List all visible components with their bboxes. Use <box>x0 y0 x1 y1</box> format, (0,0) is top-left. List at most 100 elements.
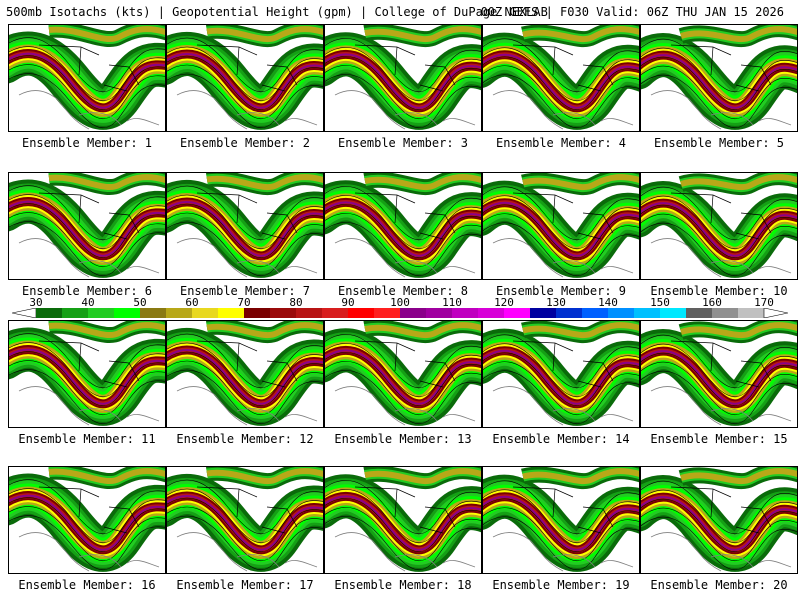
ensemble-member-panel: Ensemble Member: 13 <box>324 320 482 446</box>
isotach-map <box>166 24 324 132</box>
colorbar-swatch <box>478 308 505 318</box>
chart-header: 500mb Isotachs (kts) | Geopotential Heig… <box>0 0 800 22</box>
chart-title: 500mb Isotachs (kts) | Geopotential Heig… <box>6 5 548 19</box>
ensemble-member-panel: Ensemble Member: 19 <box>482 466 640 592</box>
ensemble-member-label: Ensemble Member: 3 <box>337 136 469 150</box>
ensemble-member-panel: Ensemble Member: 18 <box>324 466 482 592</box>
ensemble-member-label: Ensemble Member: 6 <box>21 284 153 298</box>
isotach-map <box>166 172 324 280</box>
colorbar-tick-label: 50 <box>133 296 147 309</box>
colorbar-swatch <box>192 308 219 318</box>
colorbar-swatch <box>62 308 89 318</box>
isotach-map <box>640 320 798 428</box>
isotach-map <box>640 24 798 132</box>
colorbar-swatch <box>426 308 453 318</box>
colorbar-swatch <box>244 308 271 318</box>
colorbar-tick-label: 80 <box>289 296 303 309</box>
colorbar-swatch <box>114 308 141 318</box>
colorbar-swatch <box>322 308 349 318</box>
isotach-map <box>482 466 640 574</box>
colorbar-tick-label: 140 <box>598 296 618 309</box>
isotach-map <box>166 466 324 574</box>
colorbar-swatch <box>556 308 583 318</box>
ensemble-member-panel: Ensemble Member: 12 <box>166 320 324 446</box>
ensemble-member-panel: Ensemble Member: 4 <box>482 24 640 150</box>
colorbar-tick-label: 110 <box>442 296 462 309</box>
colorbar-swatch <box>296 308 323 318</box>
colorbar-tick-label: 90 <box>341 296 355 309</box>
colorbar-swatch <box>88 308 115 318</box>
colorbar-tick-label: 70 <box>237 296 251 309</box>
colorbar-swatch <box>36 308 63 318</box>
isotach-map <box>324 320 482 428</box>
ensemble-member-panel: Ensemble Member: 9 <box>482 172 640 298</box>
colorbar-swatch <box>738 308 765 318</box>
colorbar-tick-label: 40 <box>81 296 95 309</box>
isotach-colorbar: 30 40 50 60 70 80 90 100 110 120 130 140 150 160 170 <box>12 296 788 318</box>
ensemble-member-panel: Ensemble Member: 11 <box>8 320 166 446</box>
colorbar-low-arrow <box>12 308 37 318</box>
colorbar-tick-label: 130 <box>546 296 566 309</box>
colorbar-tick-label: 120 <box>494 296 514 309</box>
colorbar-swatch <box>140 308 167 318</box>
ensemble-member-label: Ensemble Member: 10 <box>650 284 788 298</box>
ensemble-member-label: Ensemble Member: 18 <box>334 578 472 592</box>
ensemble-member-panel: Ensemble Member: 10 <box>640 172 798 298</box>
colorbar-swatch <box>712 308 739 318</box>
isotach-map <box>8 172 166 280</box>
colorbar-swatch <box>686 308 713 318</box>
ensemble-member-label: Ensemble Member: 11 <box>18 432 156 446</box>
colorbar-tick-label: 170 <box>754 296 774 309</box>
colorbar-tick-label: 60 <box>185 296 199 309</box>
colorbar-swatch <box>530 308 557 318</box>
ensemble-member-label: Ensemble Member: 19 <box>492 578 630 592</box>
colorbar-swatch <box>504 308 531 318</box>
colorbar-tick-label: 150 <box>650 296 670 309</box>
ensemble-member-panel: Ensemble Member: 1 <box>8 24 166 150</box>
isotach-map <box>8 320 166 428</box>
ensemble-member-panel: Ensemble Member: 8 <box>324 172 482 298</box>
ensemble-member-label: Ensemble Member: 20 <box>650 578 788 592</box>
isotach-map <box>166 320 324 428</box>
isotach-map <box>324 172 482 280</box>
colorbar-high-arrow <box>763 308 788 318</box>
colorbar-swatch <box>270 308 297 318</box>
ensemble-member-label: Ensemble Member: 9 <box>495 284 627 298</box>
isotach-map <box>8 466 166 574</box>
ensemble-member-panel: Ensemble Member: 16 <box>8 466 166 592</box>
ensemble-member-label: Ensemble Member: 13 <box>334 432 472 446</box>
colorbar-swatch <box>374 308 401 318</box>
colorbar-swatch <box>348 308 375 318</box>
isotach-map <box>482 24 640 132</box>
ensemble-member-panel: Ensemble Member: 2 <box>166 24 324 150</box>
ensemble-member-label: Ensemble Member: 12 <box>176 432 314 446</box>
ensemble-member-panel: Ensemble Member: 15 <box>640 320 798 446</box>
model-run-info: 00Z GEFS | F030 Valid: 06Z THU JAN 15 20… <box>480 5 784 19</box>
ensemble-member-panel: Ensemble Member: 6 <box>8 172 166 298</box>
colorbar-tick-labels: 30 40 50 60 70 80 90 100 110 120 130 140 150 160 170 <box>12 296 788 309</box>
ensemble-member-panel: Ensemble Member: 5 <box>640 24 798 150</box>
colorbar-swatch <box>582 308 609 318</box>
colorbar-tick-label: 30 <box>29 296 43 309</box>
isotach-map <box>482 320 640 428</box>
ensemble-member-panel: Ensemble Member: 14 <box>482 320 640 446</box>
ensemble-member-label: Ensemble Member: 1 <box>21 136 153 150</box>
isotach-map <box>640 466 798 574</box>
ensemble-member-label: Ensemble Member: 8 <box>337 284 469 298</box>
ensemble-member-label: Ensemble Member: 16 <box>18 578 156 592</box>
ensemble-member-label: Ensemble Member: 17 <box>176 578 314 592</box>
isotach-map <box>640 172 798 280</box>
ensemble-member-panel: Ensemble Member: 7 <box>166 172 324 298</box>
colorbar-swatch <box>634 308 661 318</box>
ensemble-member-label: Ensemble Member: 4 <box>495 136 627 150</box>
ensemble-member-label: Ensemble Member: 14 <box>492 432 630 446</box>
ensemble-member-label: Ensemble Member: 7 <box>179 284 311 298</box>
colorbar-tick-label: 160 <box>702 296 722 309</box>
colorbar-swatch <box>608 308 635 318</box>
ensemble-member-panel: Ensemble Member: 17 <box>166 466 324 592</box>
colorbar-swatches <box>12 308 788 318</box>
ensemble-member-panel: Ensemble Member: 20 <box>640 466 798 592</box>
colorbar-swatch <box>166 308 193 318</box>
isotach-map <box>324 466 482 574</box>
ensemble-member-label: Ensemble Member: 15 <box>650 432 788 446</box>
